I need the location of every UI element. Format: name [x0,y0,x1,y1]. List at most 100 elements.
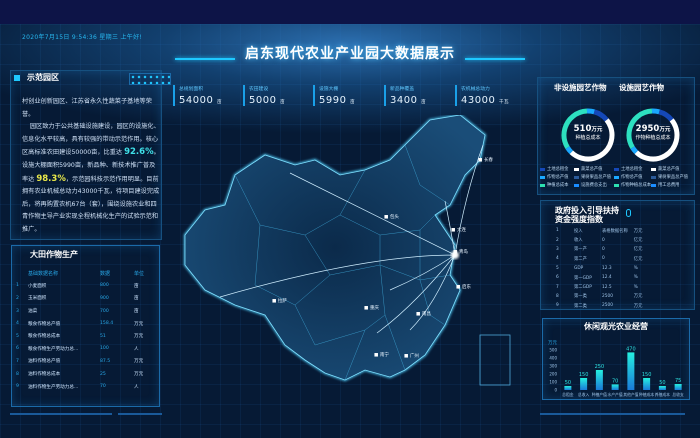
row-value: 800 [100,283,109,289]
table-cell: 亿元 [633,238,643,244]
table-row[interactable]: 7 第二GDP 12.5% [556,282,648,291]
city-label[interactable]: ■ 长春 [478,158,494,163]
row-name: 油菜 [28,309,38,315]
row-value: 100 [100,346,109,352]
city-label[interactable]: ■ 大连 [451,228,467,233]
legend-item: 果树果品总产值 [651,173,692,181]
ring-decoration [626,209,631,217]
table-cell: 2 [556,237,559,243]
city-label[interactable]: ■ 南昌 [416,312,432,317]
x-tick-label: 养殖成本 [655,392,670,397]
stat-value: 3400 亩 [390,95,427,106]
table-row[interactable]: 1 小麦面积 800 亩 [16,280,162,293]
row-name: 粮食作物生产劳动力总... [28,346,79,352]
table-cell: 0 [602,256,605,262]
col-name: 基础数据名称 [28,270,59,277]
city-label[interactable]: ■ 启东 [456,285,472,290]
city-label[interactable]: ■ 青岛 [453,250,469,255]
page-title: 启东现代农业产业园大数据展示 [245,46,455,62]
table-cell: 12.4 [602,275,612,281]
table-header: 基础数据名称 数据 单位 [16,267,162,280]
chart-title: 休闲观光农业经营 [584,322,648,331]
table-row[interactable]: 8 第一类 2500 万元 [556,292,648,301]
table-row[interactable]: 2 收入 0 亿元 [556,235,648,244]
table-row[interactable]: 5 粮食作物总成本 51 万元 [16,330,162,343]
legend-item: 土地总租金 [540,165,574,173]
row-index: 7 [16,358,19,364]
china-map[interactable] [165,115,535,425]
table-row[interactable]: 4 粮食作物总产值 158.4 万元 [16,317,162,330]
row-value: 25 [100,371,106,377]
demo-park-title: 示范园区 [27,73,59,82]
divider [10,413,112,415]
table-row[interactable]: 9 油料作物生产劳动力总... 70 人 [16,380,162,393]
bar-value-label: 50 [659,380,665,386]
city-label[interactable]: ■ 拉萨 [272,299,288,304]
y-axis-label: 万元 [548,340,557,346]
crop-title: 设施园艺作物 [619,83,664,92]
stat-unit: 亩 [217,100,222,105]
table-row[interactable]: 3 油菜 700 亩 [16,305,162,318]
city-label[interactable]: ■ 重庆 [364,306,380,311]
y-tick-label: 100 [549,380,557,385]
stat-unit: 亩 [421,100,427,105]
stat-label: 农田建设 [249,87,269,92]
table-cell: 第二类 [574,303,587,309]
row-value: 158.4 [100,321,114,327]
table-row[interactable]: 1 投入 表格数据名称 万元 [556,226,648,235]
table-cell: 4 [556,256,559,262]
table-cell: 8 [556,293,559,299]
y-tick-label: 200 [549,372,557,377]
flight-routes-main [219,144,484,334]
legend-item: 果树果品总产值 [574,173,613,181]
table-cell: 1 [556,228,559,234]
table-row[interactable]: 2 玉米面积 900 亩 [16,292,162,305]
square-icon [14,75,20,81]
bar-value-label: 50 [565,380,571,386]
title-line-right [465,58,525,60]
bar [674,384,682,390]
table-cell: 亿元 [633,256,643,262]
table-row[interactable]: 7 油料作物总产值 87.5 万元 [16,355,162,368]
legend-item: 作物种植总成本 [614,181,651,189]
field-crops-panel: 大田作物生产 [11,245,160,407]
y-tick-label: 0 [554,388,557,393]
x-tick-label: 总收支 [672,392,684,397]
table-row[interactable]: 3 第一产 0 亿元 [556,245,648,254]
table-cell: 第一产 [574,247,587,253]
bar [643,378,651,390]
table-row[interactable]: 4 第二产 0 亿元 [556,254,648,263]
city-label[interactable]: ■ 包头 [384,215,400,220]
row-name: 油料作物总产值 [28,359,61,365]
table-cell: 万元 [633,303,643,309]
y-tick-label: 400 [549,356,557,361]
x-tick-label: 种植成本 [639,392,654,397]
circuit-decoration [129,73,171,85]
bar [658,386,666,390]
row-index: 4 [16,321,19,327]
table-row[interactable]: 6 第一GDP 12.4% [556,273,648,282]
row-name: 粮食作物总产值 [28,321,61,327]
stat-unit: 亩 [280,100,286,105]
table-cell: 第一GDP [574,275,592,281]
city-label[interactable]: ■ 广州 [404,354,420,359]
table-row[interactable]: 9 第二类 2500 万元 [556,301,648,310]
table-cell: 投入 [574,228,583,234]
bar [595,370,603,390]
table-row[interactable]: 5 GDP 12.3% [556,264,648,273]
table-cell: 万元 [633,228,643,234]
south-sea-inset [479,334,511,386]
city-label[interactable]: ■ 南宁 [374,353,390,358]
donut-segment [561,108,615,162]
stat-value: 43000 千瓦 [461,95,509,106]
divider [540,413,685,415]
bar-value-label: 150 [579,372,589,378]
table-cell: % [633,284,638,290]
table-row[interactable]: 6 粮食作物生产劳动力总... 100 人 [16,343,162,356]
y-tick-label: 500 [549,348,557,353]
stat-card: 农机械总动力 43000 千瓦 [455,85,509,106]
table-cell: 6 [556,275,559,281]
table-row[interactable]: 8 油料作物总成本 25 万元 [16,368,162,381]
table-cell: 亿元 [633,247,643,253]
donut-segment [626,108,680,162]
